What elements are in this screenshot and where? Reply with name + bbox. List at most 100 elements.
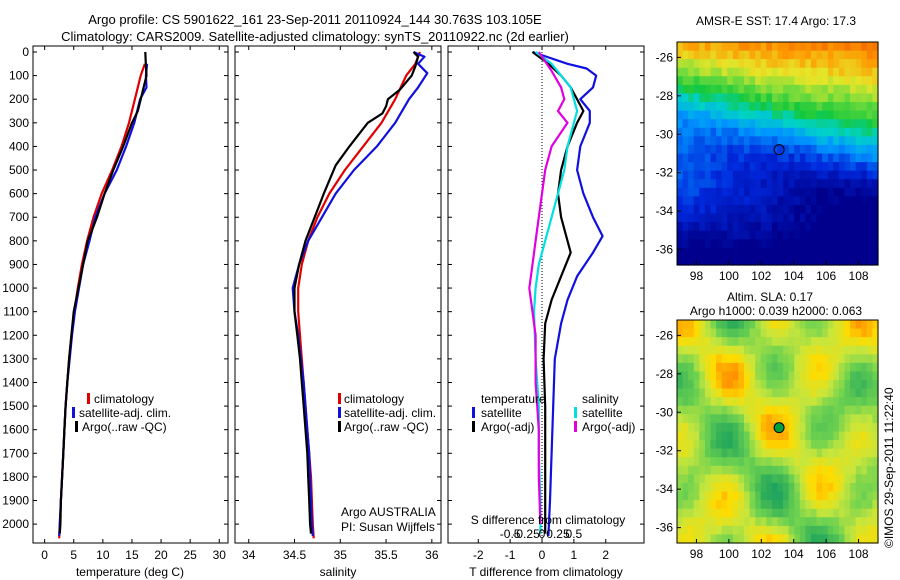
- map-cell: [682, 440, 689, 450]
- map-cell: [783, 397, 790, 407]
- map-cell: [760, 162, 767, 172]
- depth-tick-label: 600: [9, 187, 29, 201]
- map-cell: [710, 256, 717, 266]
- map-cell: [716, 491, 723, 501]
- map-cell: [693, 354, 700, 364]
- map-cell: [799, 204, 807, 215]
- map-cell: [866, 256, 874, 266]
- map-cell: [811, 222, 818, 232]
- map-cell: [704, 517, 712, 527]
- map-cell: [816, 422, 823, 433]
- map-cell: [788, 354, 795, 364]
- map-cell: [855, 405, 862, 415]
- map-cell: [693, 500, 700, 510]
- map-cell: [833, 136, 840, 146]
- map-cell: [699, 136, 706, 146]
- map-cell: [704, 345, 712, 355]
- map-cell: [749, 76, 756, 86]
- map-cell: [872, 388, 879, 398]
- map-cell: [816, 239, 823, 249]
- map-cell: [738, 380, 745, 390]
- map-cell: [872, 362, 879, 373]
- map-cell: [677, 230, 684, 240]
- map-cell: [805, 328, 812, 338]
- map-cell: [777, 67, 784, 77]
- map-cell: [872, 76, 879, 86]
- map-cell: [732, 500, 740, 510]
- map-cell: [738, 213, 745, 223]
- map-cell: [688, 247, 695, 258]
- map-cell: [716, 144, 723, 155]
- legend-swatch-argo-t: [472, 421, 475, 432]
- map-cell: [811, 110, 818, 120]
- map-cell: [788, 337, 795, 347]
- x-tick-label: 0: [41, 548, 48, 562]
- map-cell: [771, 196, 779, 206]
- map-cell: [682, 534, 689, 544]
- map-cell: [794, 337, 801, 347]
- map-cell: [688, 119, 695, 129]
- map-cell: [850, 414, 857, 424]
- map-cell: [805, 67, 812, 77]
- map-cell: [850, 397, 857, 407]
- map-cell: [850, 517, 857, 527]
- map-cell: [816, 500, 823, 510]
- map-cell: [749, 50, 756, 60]
- map-cell: [677, 431, 684, 441]
- map-cell: [799, 230, 807, 240]
- map-cell: [710, 354, 717, 364]
- map-cell: [749, 457, 756, 467]
- map-cell: [827, 204, 834, 215]
- map-cell: [811, 59, 818, 69]
- map-cell: [749, 525, 756, 536]
- map-cell: [755, 76, 762, 86]
- map-cell: [850, 440, 857, 450]
- x-tick-label: 20: [154, 548, 168, 562]
- map-cell: [710, 534, 717, 544]
- map-cell: [744, 500, 751, 510]
- map-cell: [844, 474, 851, 484]
- map-cell: [783, 345, 790, 355]
- map-cell: [850, 491, 857, 501]
- map-cell: [822, 371, 829, 381]
- map-cell: [794, 84, 801, 95]
- map-cell: [811, 247, 818, 258]
- series-line-argo_s_diff: [528, 51, 569, 525]
- map-cell: [788, 414, 795, 424]
- map-cell: [833, 337, 840, 347]
- map-cell: [855, 93, 862, 103]
- map-cell: [866, 328, 874, 338]
- map-cell: [872, 397, 879, 407]
- map-cell: [872, 320, 879, 330]
- map-cell: [766, 76, 773, 86]
- map-cell: [677, 213, 684, 223]
- salinity-legend: climatology satellite-adj. clim. Argo(..…: [338, 392, 436, 434]
- map-cell: [850, 508, 857, 518]
- map-cell: [710, 362, 717, 373]
- map-cell: [799, 525, 807, 536]
- map-cell: [727, 354, 734, 364]
- map-cell: [844, 42, 851, 52]
- map-cell: [799, 170, 807, 180]
- map-cell: [699, 170, 706, 180]
- map-cell: [866, 222, 874, 232]
- map-cell: [732, 76, 740, 86]
- map-cell: [677, 179, 684, 189]
- map-cell: [688, 517, 695, 527]
- map-cell: [704, 144, 712, 155]
- map-cell: [699, 388, 706, 398]
- map-cell: [816, 247, 823, 258]
- map-cell: [771, 517, 779, 527]
- map-cell: [844, 136, 851, 146]
- map-cell: [816, 371, 823, 381]
- map-cell: [699, 474, 706, 484]
- map-cell: [799, 222, 807, 232]
- map-cell: [721, 256, 728, 266]
- map-cell: [866, 127, 874, 137]
- map-cell: [788, 256, 795, 266]
- map-cell: [704, 534, 712, 544]
- map-cell: [827, 239, 834, 249]
- map-cell: [838, 247, 846, 258]
- map-cell: [838, 320, 846, 330]
- map-cell: [727, 110, 734, 120]
